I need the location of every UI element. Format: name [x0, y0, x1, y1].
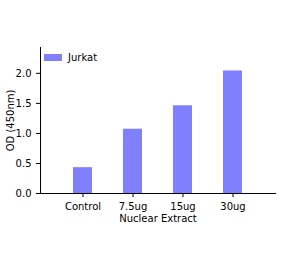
svg-text:1.0: 1.0 — [16, 128, 32, 139]
svg-text:15ug: 15ug — [170, 201, 195, 212]
svg-text:0.5: 0.5 — [16, 158, 32, 169]
svg-text:0.0: 0.0 — [16, 188, 32, 199]
html-text:Jurkat: Jurkat — [68, 52, 98, 63]
svg-text:2.0: 2.0 — [16, 68, 32, 79]
svg-text:30ug: 30ug — [220, 201, 245, 212]
svg-text:Nuclear Extract: Nuclear Extract — [119, 213, 197, 224]
svg-text:Control: Control — [65, 201, 101, 212]
svg-text:1.5: 1.5 — [16, 98, 32, 109]
svg-text:7.5ug: 7.5ug — [119, 201, 148, 212]
svg-text:OD (450nm): OD (450nm) — [5, 90, 16, 152]
